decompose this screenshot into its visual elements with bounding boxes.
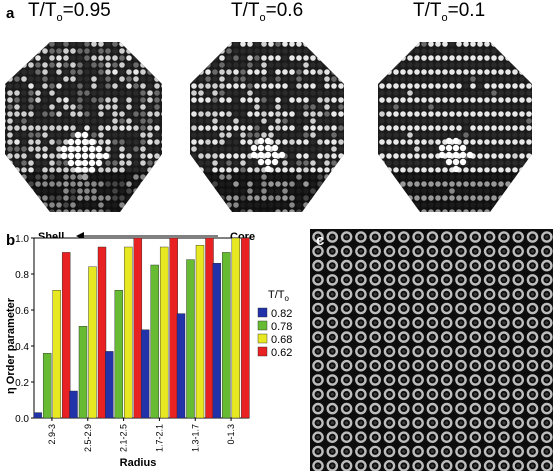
bar xyxy=(114,289,124,419)
legend-entry: 0.78 xyxy=(271,321,292,333)
x-axis-label: Radius xyxy=(120,457,157,469)
cluster-3-temperature: T/To=0.1 xyxy=(413,0,485,24)
bar xyxy=(176,313,186,419)
bar xyxy=(52,289,61,419)
y-tick-label: 0.6 xyxy=(15,306,29,317)
bar xyxy=(42,352,52,419)
legend-swatch xyxy=(257,346,268,357)
cluster-1-temperature: T/To=0.95 xyxy=(28,0,111,24)
order-parameter-chart: Shell Core 0.00.20.40.60.81.02.9-3 2.5-2.… xyxy=(5,231,292,469)
bar xyxy=(88,266,97,419)
y-tick-label: 1.0 xyxy=(15,234,29,245)
y-tick-label: 0.0 xyxy=(15,414,29,425)
x-tick-label: 1.3-1.7 xyxy=(190,424,200,452)
bar xyxy=(159,246,169,419)
cluster-1-temp-suffix: =0.95 xyxy=(62,0,111,21)
y-tick-label: 0.2 xyxy=(15,378,29,389)
bar xyxy=(186,259,195,419)
cluster-3-temp-suffix: =0.1 xyxy=(447,0,486,21)
legend-title: T/To xyxy=(268,289,290,303)
bar xyxy=(169,237,178,419)
cluster-1-temp-sub: o xyxy=(56,11,63,24)
y-tick-label: 0.4 xyxy=(15,342,29,353)
legend: T/To 0.820.780.680.62 xyxy=(257,289,292,359)
legend-entry: 0.62 xyxy=(271,347,292,359)
legend-swatch xyxy=(257,320,268,331)
bar xyxy=(212,263,222,419)
bar xyxy=(124,246,133,419)
bar xyxy=(61,252,71,419)
bar xyxy=(133,237,143,419)
plot-area: 0.0 0.2 0.4 0.6 0.8 1.0 2.9-3 2.5-2.9 2.1-2.5 1.7… xyxy=(15,234,250,452)
y-axis-label: η Order parameter xyxy=(5,297,17,394)
y-tick-label: 0.8 xyxy=(15,270,29,281)
x-tick-label: 0-1.3 xyxy=(226,424,236,445)
bar xyxy=(33,412,42,419)
legend-title-prefix: T/T xyxy=(268,289,285,301)
panel-a-label: a xyxy=(6,5,15,22)
cluster-2-temperature: T/To=0.6 xyxy=(231,0,303,24)
legend-entry: 0.82 xyxy=(271,308,292,320)
x-tick-label: 2.1-2.5 xyxy=(119,424,129,452)
cluster-2-temp-suffix: =0.6 xyxy=(265,0,304,21)
bar xyxy=(150,264,159,419)
bar xyxy=(97,246,107,419)
cluster-images xyxy=(5,42,532,212)
cluster-2-image xyxy=(190,42,344,212)
x-tick-label: 1.7-2.1 xyxy=(154,424,164,452)
bar xyxy=(205,237,214,419)
cluster-2-temp-sub: o xyxy=(259,11,266,24)
legend-swatch xyxy=(257,307,268,318)
panel-c-label: c xyxy=(316,232,325,249)
cluster-1-temp-prefix: T/T xyxy=(28,0,57,21)
bar xyxy=(78,325,88,419)
bar xyxy=(195,245,205,419)
bar xyxy=(69,390,78,419)
panel-b-label: b xyxy=(6,232,16,249)
bar xyxy=(241,237,250,419)
bar xyxy=(140,329,150,419)
x-tick-label: 2.9-3 xyxy=(47,424,57,445)
microscopy-image xyxy=(310,229,553,471)
cluster-3-image xyxy=(378,42,532,212)
cluster-3-temp-sub: o xyxy=(441,11,448,24)
bar xyxy=(222,252,231,419)
legend-title-sub: o xyxy=(285,294,290,303)
bar xyxy=(105,351,114,419)
legend-entry: 0.68 xyxy=(271,334,292,346)
legend-swatch xyxy=(257,333,268,344)
x-tick-label: 2.5-2.9 xyxy=(83,424,93,452)
cluster-2-temp-prefix: T/T xyxy=(231,0,260,21)
bar xyxy=(231,237,241,419)
cluster-1-image xyxy=(5,42,162,212)
nanoparticle-lattice xyxy=(312,231,553,471)
cluster-3-temp-prefix: T/T xyxy=(413,0,442,21)
